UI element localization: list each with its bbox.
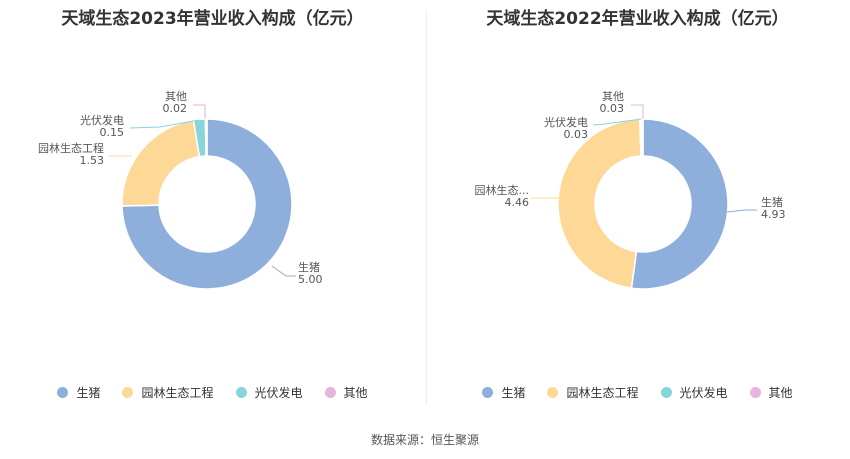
legend-label: 园林生态工程 [566,386,639,400]
donut-slice-0 [630,118,729,290]
slice-value-label: 4.46 [505,196,530,209]
chart-panel-2022: 天域生态2022年营业收入构成（亿元） 生猪 4.93 园林生态... 4.46 光伏发… [425,0,850,410]
legend-dot-icon [57,387,69,398]
legend-item[interactable]: 光伏发电 [235,384,303,401]
legend-dot-icon [660,387,672,398]
label-leader-line [631,104,644,119]
legend-label: 生猪 [76,386,101,400]
panel-divider [426,10,427,405]
legend-dot-icon [324,387,336,398]
slice-label: 生猪 [298,260,320,274]
slice-label: 园林生态工程 [38,141,104,155]
label-leader-line [592,118,642,126]
legend-dot-icon [749,387,761,398]
legend-label: 光伏发电 [679,386,728,400]
slice-label: 其他 [165,90,187,103]
donut-slice-1 [121,119,201,207]
slice-value-label: 1.53 [80,154,105,167]
chart-legend: 生猪 园林生态工程 光伏发电 其他 [425,384,850,401]
label-leader-line [193,104,206,119]
legend-item[interactable]: 园林生态工程 [547,384,639,401]
label-leader-line [129,119,200,129]
label-leader-line [271,265,296,277]
data-source: 数据来源：恒生聚源 [370,433,479,447]
slice-value-label: 0.02 [163,102,188,115]
legend-dot-icon [482,387,494,398]
slice-label: 其他 [602,90,624,103]
donut-slice-3 [204,118,208,157]
slice-value-label: 0.03 [600,102,625,115]
legend-item[interactable]: 生猪 [482,384,525,401]
donut-slice-3 [640,118,644,157]
legend-dot-icon [547,387,559,398]
legend-label: 园林生态工程 [141,386,214,400]
legend-label: 光伏发电 [254,386,303,400]
legend-label: 生猪 [501,386,526,400]
slice-value-label: 4.93 [761,208,786,221]
chart-panel-2023: 天域生态2023年营业收入构成（亿元） 生猪 5.00 园林生态工程 1.53 光伏发电… [0,0,425,410]
slice-label: 光伏发电 [544,115,588,129]
legend-item[interactable]: 光伏发电 [660,384,728,401]
chart-title: 天域生态2022年营业收入构成（亿元） [486,9,789,29]
slice-value-label: 0.03 [564,128,589,141]
legend-item[interactable]: 生猪 [57,384,100,401]
label-leader-line [726,209,757,213]
slice-label: 光伏发电 [80,113,124,127]
legend-label: 其他 [343,386,368,400]
slice-value-label: 5.00 [298,273,323,286]
chart-title: 天域生态2023年营业收入构成（亿元） [61,9,364,29]
legend-dot-icon [235,387,247,398]
slice-label: 生猪 [761,195,783,209]
slice-value-label: 0.15 [100,126,125,139]
legend-item[interactable]: 其他 [749,384,793,401]
legend-item[interactable]: 园林生态工程 [122,384,214,401]
legend-label: 其他 [768,386,793,400]
donut-slice-0 [121,118,293,290]
chart-legend: 生猪 园林生态工程 光伏发电 其他 [0,384,425,401]
legend-dot-icon [122,387,134,398]
donut-slice-1 [557,118,642,290]
slice-label: 园林生态... [475,183,530,197]
legend-item[interactable]: 其他 [324,384,368,401]
